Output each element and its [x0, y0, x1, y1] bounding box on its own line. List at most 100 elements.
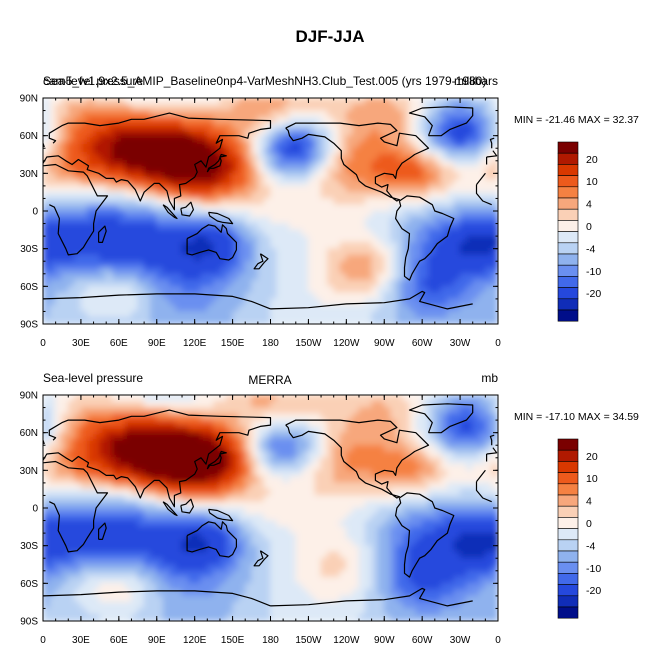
slp-cell — [162, 564, 170, 572]
slp-cell — [402, 304, 411, 312]
slp-cell — [421, 470, 429, 478]
slp-cell — [188, 242, 196, 250]
slp-cell — [181, 564, 189, 572]
slp-cell — [402, 98, 411, 105]
slp-cell — [213, 179, 221, 187]
slp-cell — [358, 279, 366, 287]
slp-cell — [238, 147, 246, 155]
slp-cell — [188, 260, 196, 268]
slp-cell — [371, 279, 379, 287]
slp-cell — [99, 116, 107, 124]
slp-cell — [428, 242, 436, 250]
slp-cell — [289, 400, 297, 409]
slp-cell — [188, 248, 196, 256]
slp-cell — [124, 311, 132, 319]
slp-cell — [251, 304, 259, 312]
slp-cell — [200, 513, 208, 522]
slp-cell — [251, 557, 259, 565]
slp-cell — [421, 488, 429, 496]
slp-cell — [194, 254, 202, 262]
slp-cell — [409, 242, 417, 250]
slp-cell — [364, 545, 373, 553]
slp-cell — [377, 470, 385, 478]
slp-cell — [162, 260, 170, 268]
slp-cell — [339, 298, 347, 306]
slp-cell — [459, 254, 467, 262]
slp-cell — [333, 273, 341, 281]
slp-cell — [74, 154, 82, 162]
slp-cell — [434, 173, 442, 181]
slp-cell — [447, 557, 455, 565]
slp-cell — [263, 141, 271, 149]
slp-cell — [67, 507, 76, 515]
slp-cell — [67, 273, 76, 281]
slp-cell — [124, 110, 132, 118]
slp-cell — [213, 166, 221, 174]
slp-cell — [156, 179, 164, 187]
slp-cell — [118, 470, 126, 478]
slp-cell — [238, 103, 246, 112]
slp-cell — [383, 304, 392, 312]
slp-cell — [447, 532, 455, 540]
slp-cell — [257, 576, 265, 584]
slp-cell — [219, 286, 227, 294]
slp-cell — [472, 210, 480, 218]
slp-cell — [270, 286, 278, 294]
slp-cell — [364, 286, 373, 294]
slp-cell — [478, 413, 486, 421]
slp-cell — [282, 135, 290, 143]
slp-cell — [86, 470, 95, 478]
slp-cell — [131, 457, 139, 465]
coastline — [43, 163, 109, 256]
slp-cell — [162, 576, 170, 584]
slp-cell — [244, 395, 253, 402]
slp-cell — [339, 198, 347, 206]
panel-1-units: millibars — [454, 74, 498, 88]
slp-cell — [105, 482, 114, 490]
slp-cell — [67, 229, 76, 237]
slp-cell — [472, 160, 480, 168]
slp-cell — [472, 242, 480, 250]
slp-cell — [251, 154, 259, 162]
slp-cell — [491, 154, 498, 162]
slp-cell — [333, 216, 341, 225]
slp-cell — [390, 507, 398, 515]
slp-cell — [67, 185, 76, 193]
slp-cell — [491, 545, 498, 553]
slp-cell — [491, 488, 498, 496]
slp-cell — [447, 160, 455, 168]
slp-cell — [440, 407, 448, 415]
slp-cell — [301, 98, 309, 105]
slp-cell — [491, 570, 498, 578]
slp-cell — [200, 122, 208, 130]
slp-cell — [491, 298, 498, 306]
slp-cell — [169, 279, 177, 287]
slp-cell — [346, 248, 354, 256]
slp-cell — [207, 495, 215, 503]
slp-cell — [169, 122, 177, 130]
slp-cell — [80, 463, 88, 471]
slp-cell — [453, 539, 461, 547]
slp-cell — [478, 179, 486, 187]
slp-cell — [238, 507, 246, 515]
slp-cell — [270, 116, 278, 124]
slp-cell — [67, 173, 76, 181]
slp-cell — [143, 407, 151, 415]
slp-cell — [434, 198, 442, 206]
slp-cell — [43, 501, 50, 509]
slp-cell — [415, 298, 423, 306]
slp-cell — [289, 564, 297, 572]
slp-cell — [289, 110, 297, 118]
slp-cell — [333, 260, 341, 268]
slp-cell — [207, 235, 215, 243]
slp-cell — [409, 488, 417, 496]
slp-cell — [232, 185, 240, 193]
slp-cell — [415, 166, 423, 174]
slp-cell — [390, 260, 398, 268]
slp-cell — [55, 395, 63, 402]
slp-cell — [295, 576, 303, 584]
slp-cell — [181, 141, 189, 149]
slp-cell — [270, 210, 278, 218]
slp-cell — [143, 179, 151, 187]
slp-cell — [131, 426, 139, 434]
